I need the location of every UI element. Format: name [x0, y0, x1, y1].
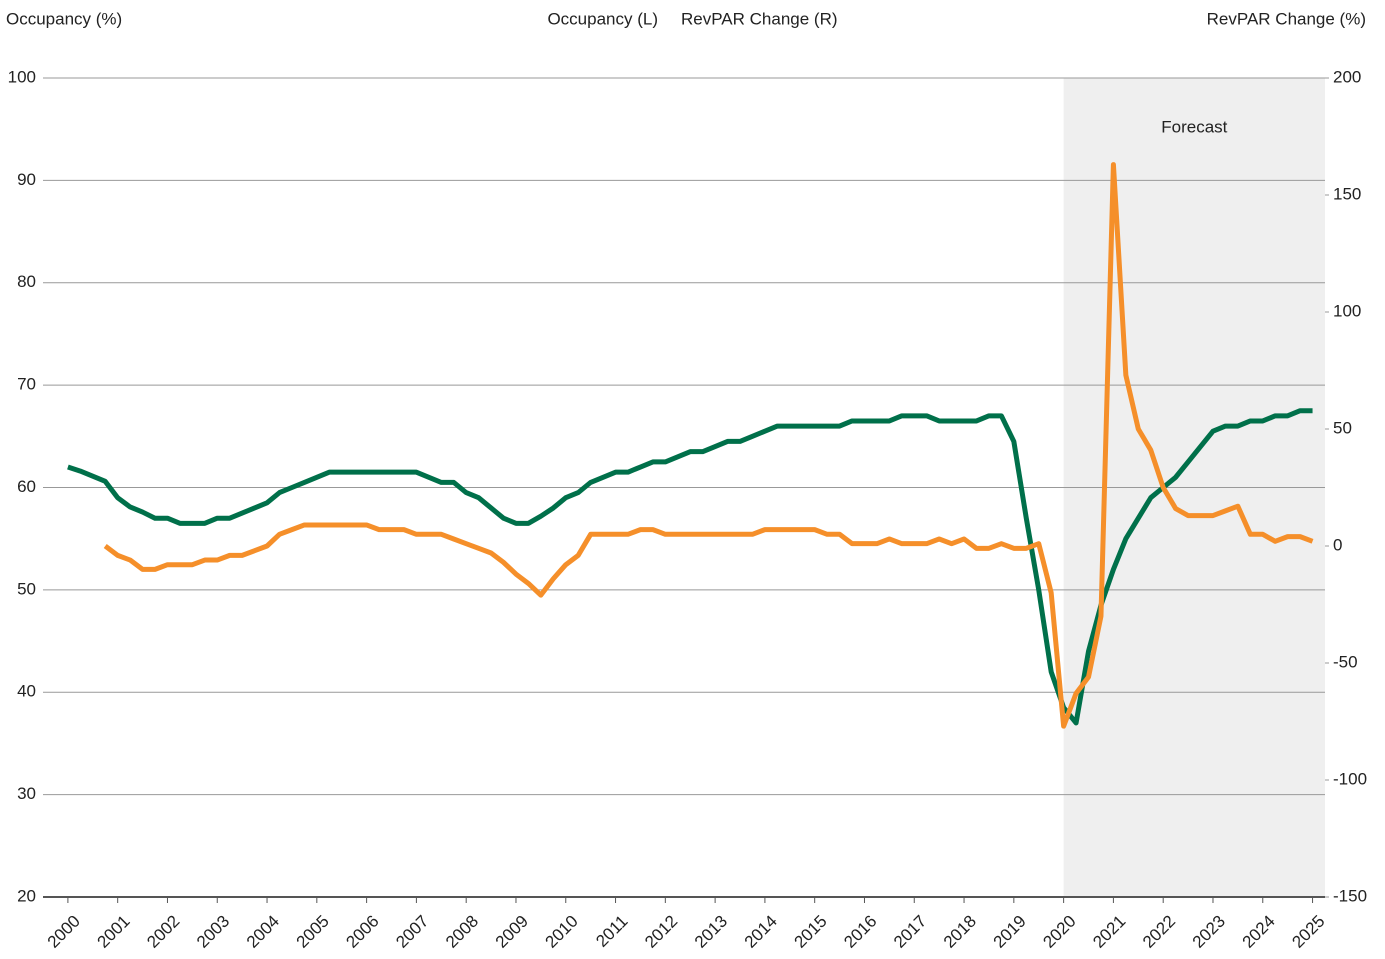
x-tick-label: 2015 [791, 912, 831, 952]
y2-tick-label: -50 [1333, 652, 1358, 671]
y2-tick-label: 150 [1333, 184, 1361, 203]
y-tick-label: 90 [17, 170, 36, 189]
x-tick-label: 2018 [940, 912, 980, 952]
legend-entry: RevPAR Change (R) [681, 9, 838, 28]
x-tick-label: 2000 [44, 912, 84, 952]
series-line [67, 408, 1313, 726]
x-tick-label: 2010 [542, 912, 582, 952]
y-tick-label: 20 [17, 886, 36, 905]
x-tick-label: 2017 [890, 912, 930, 952]
y-tick-label: 40 [17, 682, 36, 701]
y2-tick-label: -100 [1333, 769, 1367, 788]
x-tick-label: 2008 [442, 912, 482, 952]
x-tick-label: 2011 [592, 912, 631, 951]
series-line [103, 162, 1314, 729]
y-tick-label: 80 [17, 272, 36, 291]
y-tick-label: 100 [8, 67, 36, 86]
x-tick-label: 2019 [990, 912, 1030, 952]
x-tick-label: 2020 [1039, 912, 1079, 952]
x-tick-label: 2002 [143, 912, 183, 952]
y2-axis-label: RevPAR Change (%) [1207, 9, 1366, 28]
x-tick-label: 2012 [641, 912, 681, 952]
x-tick-label: 2009 [492, 912, 532, 952]
x-tick-label: 2013 [691, 912, 731, 952]
forecast-label: Forecast [1161, 117, 1227, 136]
y2-tick-label: -150 [1333, 886, 1367, 905]
x-tick-label: 2014 [741, 912, 781, 952]
x-tick-label: 2001 [93, 912, 133, 952]
x-tick-label: 2016 [840, 912, 880, 952]
x-tick-label: 2007 [392, 912, 432, 952]
legend-entry: Occupancy (L) [547, 9, 658, 28]
x-tick-label: 2025 [1288, 912, 1328, 952]
x-tick-label: 2006 [342, 912, 382, 952]
y-tick-label: 70 [17, 375, 36, 394]
y2-tick-label: 100 [1333, 301, 1361, 320]
y-axis-label: Occupancy (%) [6, 9, 122, 28]
x-tick-label: 2023 [1189, 912, 1229, 952]
x-tick-label: 2005 [293, 912, 333, 952]
x-tick-label: 2004 [243, 912, 283, 952]
x-tick-label: 2003 [193, 912, 233, 952]
y-tick-label: 60 [17, 477, 36, 496]
y-tick-label: 30 [17, 784, 36, 803]
y2-tick-label: 0 [1333, 535, 1342, 554]
x-tick-label: 2021 [1089, 912, 1129, 952]
y2-tick-label: 50 [1333, 418, 1352, 437]
y-tick-label: 50 [17, 579, 36, 598]
x-tick-label: 2022 [1139, 912, 1179, 952]
y2-tick-label: 200 [1333, 67, 1361, 86]
x-tick-label: 2024 [1239, 912, 1279, 952]
